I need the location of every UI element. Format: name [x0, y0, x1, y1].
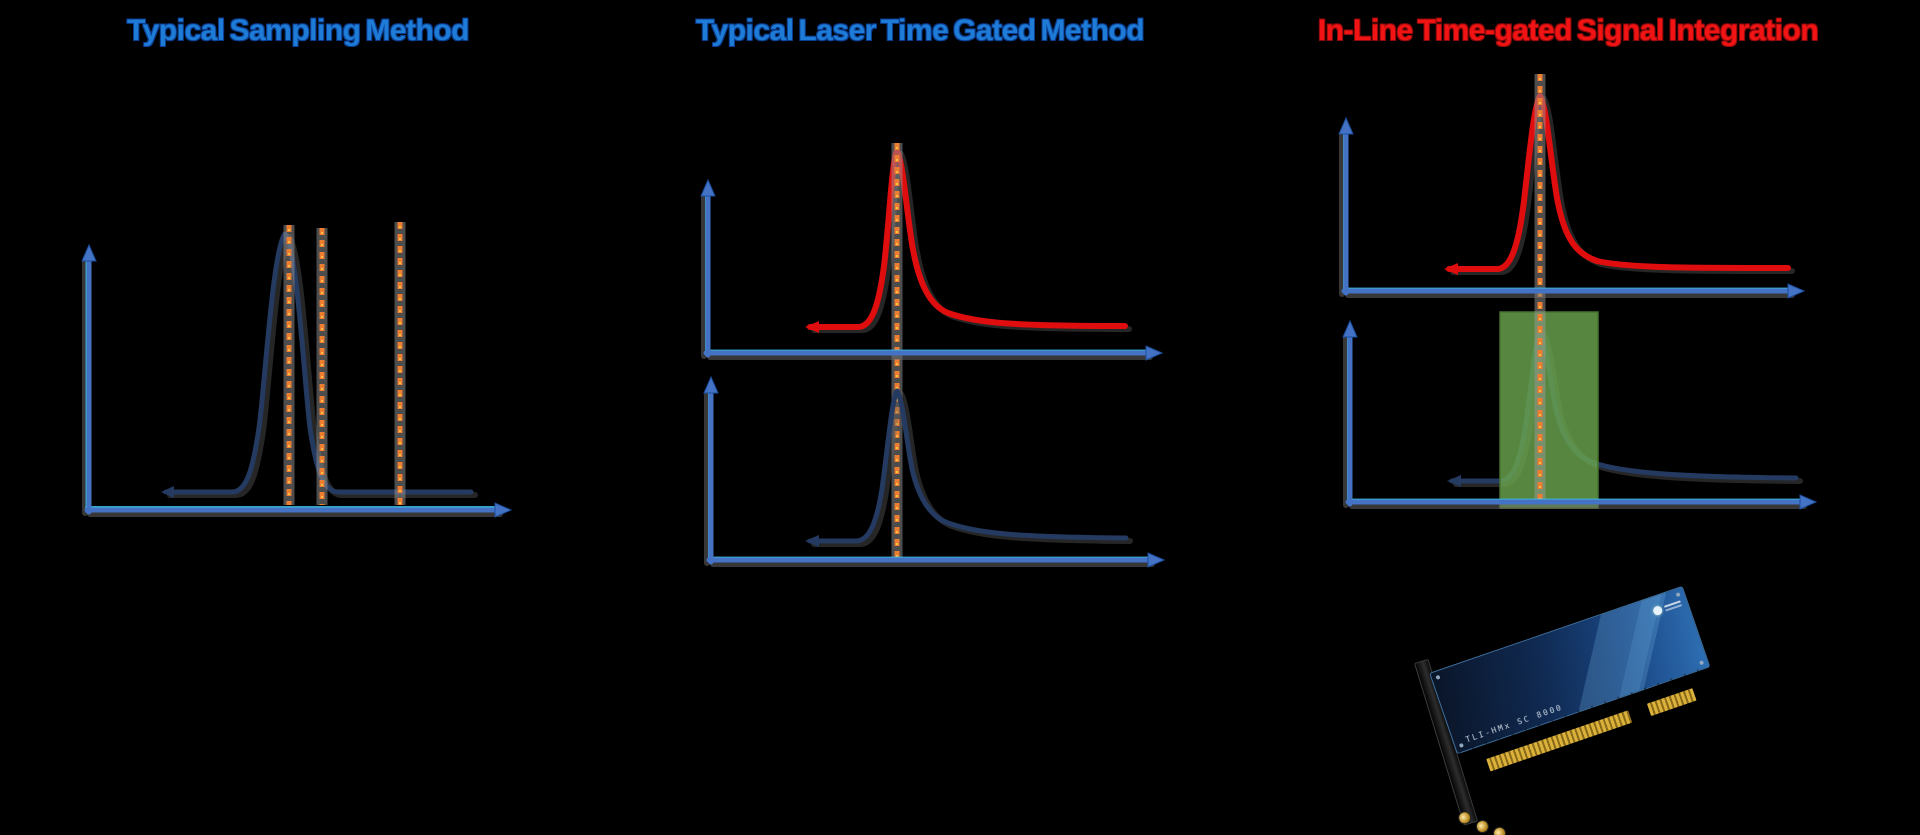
center-panel-top-chart — [805, 148, 1132, 333]
laser-pulse-shadow — [811, 151, 1132, 333]
right-bottom-x-axis-arrowhead — [1799, 494, 1818, 510]
right-top-x-axis-arrowhead — [1787, 283, 1806, 299]
integration-window — [1499, 311, 1599, 509]
right-top-y-axis-arrowhead — [1338, 116, 1354, 135]
left-y-axis-arrowhead — [81, 243, 97, 262]
vendor-logo-text-lines — [1664, 600, 1681, 608]
title-typical-sampling-method: Typical Sampling Method — [127, 14, 469, 47]
laser-pulse-shadow — [1450, 96, 1795, 275]
center-top-y-axis-arrowhead — [700, 178, 716, 197]
laser-pulse-left-arrowhead — [1444, 263, 1458, 275]
screw-icon — [1435, 674, 1441, 680]
center-bottom-y-axis-arrowhead — [703, 375, 719, 394]
laser-pulse-curve — [807, 148, 1128, 330]
detector-pulse-left-arrowhead — [1447, 475, 1461, 487]
detector-pulse-curve — [807, 388, 1129, 544]
detector-pulse-shadow — [811, 391, 1133, 547]
right-panel-axes — [1338, 116, 1818, 510]
detector-pulse-left-arrowhead — [805, 535, 819, 547]
screw-icon — [1699, 660, 1705, 666]
detector-pulse-left-arrowhead — [161, 486, 174, 498]
screw-icon — [1675, 592, 1681, 598]
laser-pulse-left-arrowhead — [805, 321, 819, 333]
left-panel-chart — [81, 222, 513, 518]
center-panel-bottom-chart — [703, 375, 1166, 568]
center-panel-top-axes — [700, 178, 1164, 361]
center-bottom-x-axis-arrowhead — [1147, 552, 1166, 568]
sma-connector-icon — [1491, 825, 1508, 835]
left-x-axis-arrowhead — [494, 502, 513, 518]
right-panel-top-chart — [1444, 93, 1795, 275]
title-in-line-time-gated-signal-integration: In-Line Time-gated Signal Integration — [1317, 14, 1819, 47]
right-panel-bottom-chart — [1447, 311, 1803, 509]
right-bottom-y-axis-arrowhead — [1342, 319, 1358, 338]
title-typical-laser-time-gated-method: Typical Laser Time Gated Method — [695, 14, 1145, 47]
laser-pulse-curve — [1446, 93, 1791, 272]
screw-icon — [1458, 742, 1464, 748]
center-top-x-axis-arrowhead — [1145, 345, 1164, 361]
